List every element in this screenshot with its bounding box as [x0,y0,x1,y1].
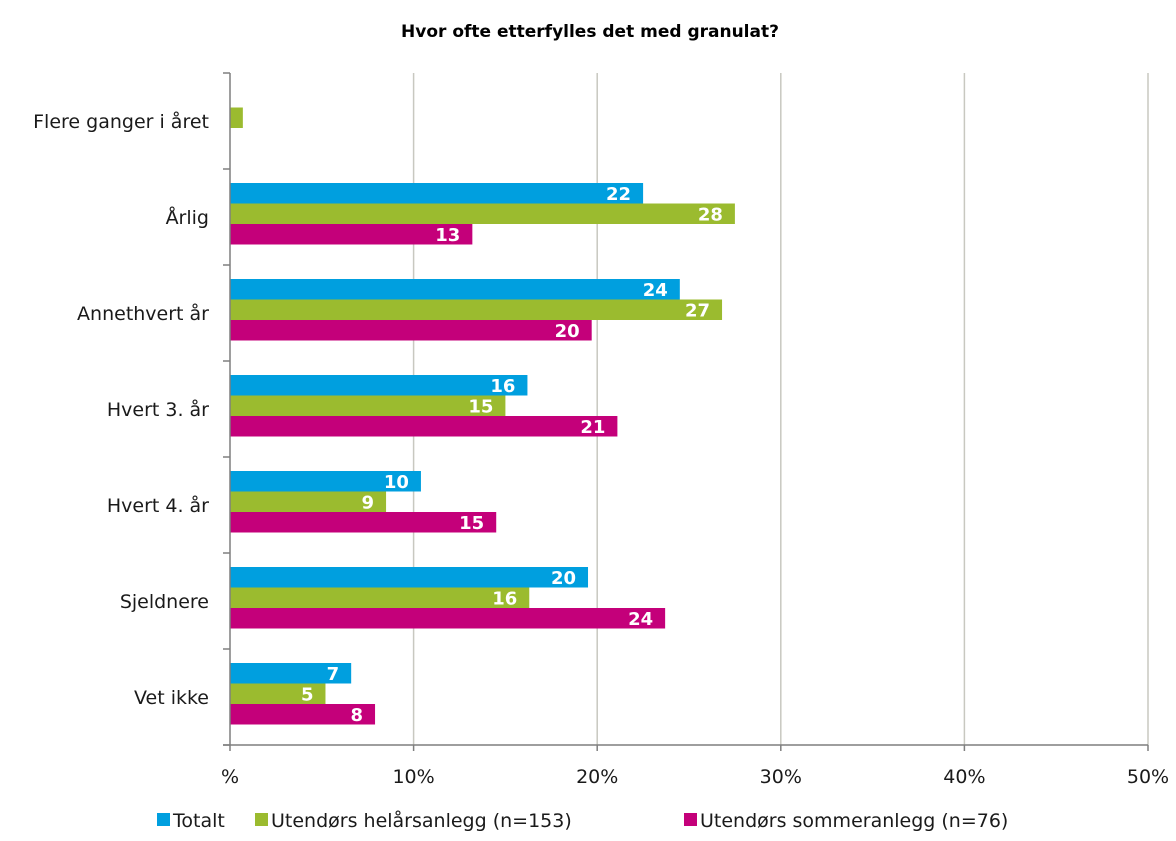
bar [230,375,528,396]
bar [230,299,723,320]
category-label: Flere ganger i året [33,110,209,133]
data-label: 28 [698,204,723,225]
x-tick-label: 40% [943,766,985,788]
legend-swatch [157,813,170,826]
x-tick-label: 10% [392,766,434,788]
bar [230,395,506,416]
data-label: 21 [580,417,605,438]
bar [230,567,589,588]
legend-swatch [255,813,268,826]
category-label: Årlig [166,206,209,229]
data-label: 22 [606,184,631,205]
data-label: 8 [351,705,364,726]
bar [230,683,326,704]
bar [230,416,618,437]
data-label: 13 [435,225,460,246]
legend: Totalt Utendørs helårsanlegg (n=153) Utend… [157,809,1008,832]
data-label: 16 [490,376,515,397]
data-label: 15 [468,396,493,417]
data-label: 7 [327,664,340,685]
category-label: Hvert 4. år [107,494,209,517]
x-tick-label: % [221,766,239,788]
data-label: 27 [685,300,710,321]
bar [230,587,530,608]
data-label: 15 [459,513,484,534]
legend-label: Totalt [172,810,225,832]
data-label: 24 [643,280,668,301]
data-label: 16 [492,588,517,609]
chart-title: Hvor ofte etterfylles det med granulat? [401,22,779,42]
bar [230,279,680,300]
axes: % 10% 20% 30% 40% 50% Flere ganger i året Årlig… [33,72,1169,788]
category-label: Sjeldnere [120,591,209,613]
x-tick-label: 30% [760,766,802,788]
legend-swatch [684,813,697,826]
legend-label: Utendørs sommeranlegg (n=76) [700,810,1008,832]
bar [230,512,497,533]
category-label: Hvert 3. år [107,398,209,421]
x-tick-label: 50% [1127,766,1169,788]
data-label: 20 [551,568,576,589]
data-label: 5 [301,684,314,705]
bar [230,663,352,684]
bar [230,608,666,629]
bar [230,183,644,204]
category-label: Vet ikke [134,687,209,709]
x-tick-label: 20% [576,766,618,788]
data-label: 10 [384,472,409,493]
bar [230,224,473,245]
bar [230,107,243,128]
bar [230,704,376,725]
grid-lines [412,73,1149,745]
data-label: 9 [362,492,375,513]
bar [230,203,735,224]
legend-label: Utendørs helårsanlegg (n=153) [271,809,572,832]
bar [230,471,421,492]
bar [230,491,387,512]
data-label: 20 [555,321,580,342]
category-label: Annethvert år [77,302,209,325]
data-label: 24 [628,609,653,630]
bar [230,320,592,341]
